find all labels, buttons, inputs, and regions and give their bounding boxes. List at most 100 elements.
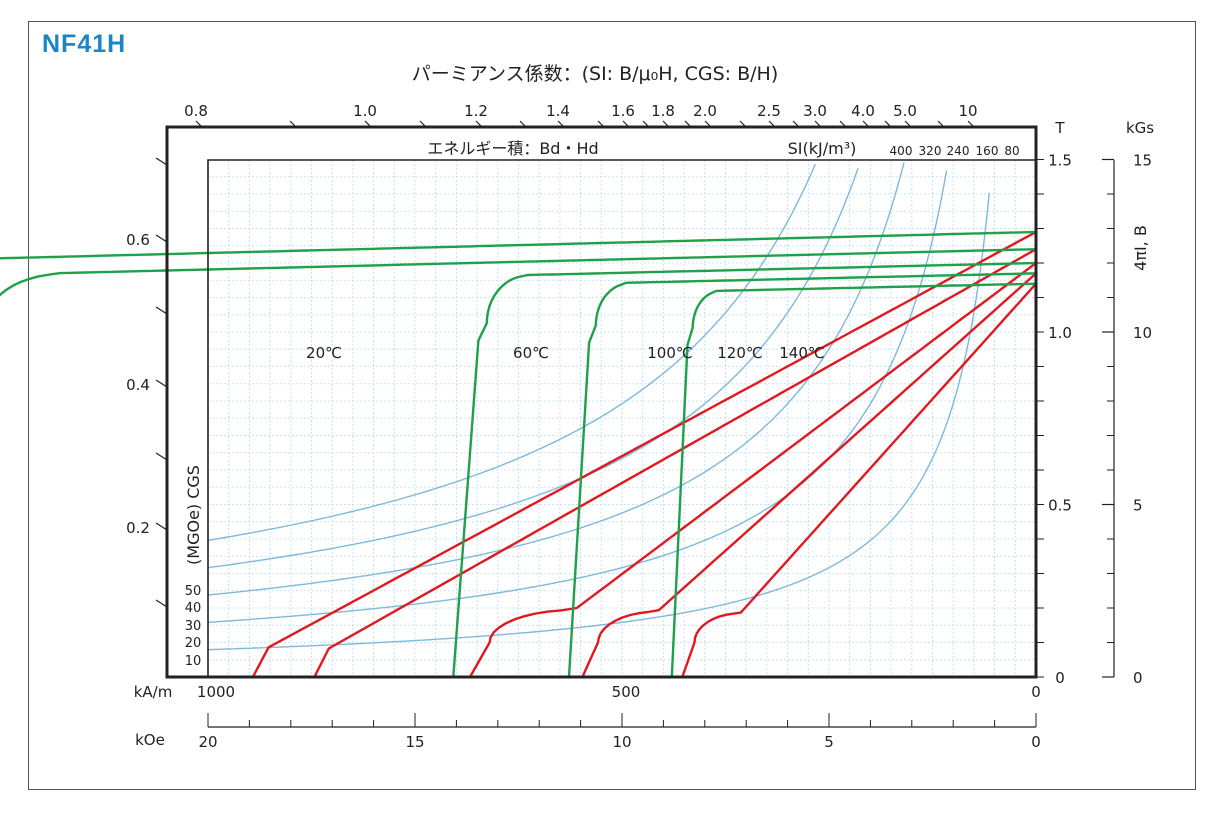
temperature-label-100℃: 100℃ — [647, 344, 692, 362]
permeance-tick-label: 1.4 — [546, 102, 570, 120]
permeance-title: パーミアンス係数：(SI: B/μ₀H, CGS: B/H) — [412, 63, 779, 85]
temperature-label-20℃: 20℃ — [306, 344, 342, 362]
permeance-tick — [622, 120, 630, 128]
energy-si-value-400: 400 — [890, 144, 913, 158]
left-permeance-label: 0.2 — [126, 519, 150, 537]
permeance-minor-tick — [597, 120, 605, 128]
permeance-minor-tick — [937, 120, 945, 128]
koe-tick-label: 15 — [405, 733, 424, 751]
left-permeance-minor-tick — [155, 306, 168, 315]
permeance-tick — [557, 120, 565, 128]
energy-cgs-value-10: 10 — [185, 654, 202, 669]
normal-curve-120℃ — [581, 272, 1037, 678]
kam-unit-label: kA/m — [134, 683, 173, 701]
kgs-tick-label: 15 — [1133, 152, 1152, 170]
left-permeance-minor-tick — [155, 599, 168, 608]
tesla-tick-label: 1.5 — [1048, 152, 1072, 170]
energy-product-label: エネルギー積：Bd・Hd — [427, 139, 598, 158]
energy-curve-40-mgoe — [207, 167, 859, 569]
koe-tick-label: 20 — [198, 733, 217, 751]
energy-cgs-value-20: 20 — [185, 636, 202, 651]
permeance-tick — [704, 120, 712, 128]
permeance-minor-tick — [839, 120, 847, 128]
koe-unit-label: kOe — [135, 731, 165, 749]
permeance-tick-label: 1.0 — [353, 102, 377, 120]
intrinsic-curve-120℃ — [567, 272, 1037, 678]
permeance-minor-tick — [289, 120, 297, 128]
left-permeance-minor-tick — [155, 157, 168, 166]
permeance-tick-label: 4.0 — [851, 102, 875, 120]
kam-tick-label: 0 — [1031, 683, 1041, 701]
energy-curve-10-mgoe — [207, 192, 990, 651]
permeance-tick-label: 3.0 — [803, 102, 827, 120]
left-permeance-tick — [155, 522, 168, 531]
koe-tick-label: 0 — [1031, 733, 1041, 751]
temperature-label-140℃: 140℃ — [779, 344, 824, 362]
permeance-minor-tick — [519, 120, 527, 128]
tesla-tick-label: 0 — [1055, 669, 1065, 687]
energy-curve-50-mgoe — [207, 163, 817, 541]
energy-cgs-value-40: 40 — [185, 601, 202, 616]
energy-cgs-value-50: 50 — [185, 584, 202, 599]
energy-curve-30-mgoe — [207, 162, 905, 596]
permeance-tick-label: 10 — [958, 102, 977, 120]
energy-cgs-value-30: 30 — [185, 619, 202, 634]
energy-si-value-80: 80 — [1004, 144, 1019, 158]
permeance-minor-tick — [684, 120, 692, 128]
intrinsic-curve-60℃ — [0, 248, 1037, 297]
kgs-tick-label: 0 — [1133, 669, 1143, 687]
permeance-minor-tick — [642, 120, 650, 128]
intrinsic-curve-20℃ — [0, 230, 1037, 260]
permeance-tick-label: 1.2 — [464, 102, 488, 120]
chart-title: NF41H — [42, 30, 127, 58]
right-axis-label: 4πI, B — [1131, 225, 1150, 271]
energy-si-value-320: 320 — [919, 144, 942, 158]
kgs-unit-label: kGs — [1126, 119, 1154, 137]
permeance-minor-tick — [884, 120, 892, 128]
intrinsic-curve-140℃ — [670, 282, 1037, 678]
left-permeance-tick — [155, 379, 168, 388]
kam-tick-label: 500 — [612, 683, 641, 701]
temperature-label-60℃: 60℃ — [513, 344, 549, 362]
permeance-tick — [904, 120, 912, 128]
permeance-minor-tick — [792, 120, 800, 128]
left-permeance-tick — [155, 234, 168, 243]
normal-curve-20℃ — [251, 230, 1037, 678]
energy-cgs-unit-label: (MGOe) CGS — [184, 465, 203, 565]
permeance-tick-label: 2.0 — [693, 102, 717, 120]
permeance-tick — [967, 120, 975, 128]
permeance-tick-label: 2.5 — [757, 102, 781, 120]
permeance-tick-label: 1.6 — [611, 102, 635, 120]
tesla-unit-label: T — [1054, 119, 1065, 137]
normal-curve-140℃ — [681, 282, 1037, 678]
permeance-tick — [364, 120, 372, 128]
kgs-tick-label: 10 — [1133, 324, 1152, 342]
permeance-tick-label: 0.8 — [184, 102, 208, 120]
tesla-tick-label: 1.0 — [1048, 324, 1072, 342]
energy-si-unit-label: SI(kJ/m³) — [788, 139, 857, 158]
permeance-tick-label: 5.0 — [893, 102, 917, 120]
normal-curve-100℃ — [468, 262, 1037, 678]
permeance-tick — [475, 120, 483, 128]
kgs-tick-label: 5 — [1133, 497, 1143, 515]
tesla-tick-label: 0.5 — [1048, 497, 1072, 515]
permeance-tick — [662, 120, 670, 128]
permeance-tick — [814, 120, 822, 128]
permeance-tick — [862, 120, 870, 128]
permeance-minor-tick — [739, 120, 747, 128]
permeance-tick-label: 1.8 — [651, 102, 675, 120]
chart-frame — [28, 21, 1196, 790]
normal-curve-60℃ — [313, 248, 1037, 678]
left-permeance-label: 0.4 — [126, 376, 150, 394]
intrinsic-curve-100℃ — [452, 261, 1037, 678]
left-permeance-label: 0.6 — [126, 231, 150, 249]
temperature-label-120℃: 120℃ — [717, 344, 762, 362]
energy-si-value-240: 240 — [947, 144, 970, 158]
koe-tick-label: 5 — [824, 733, 834, 751]
kam-tick-label: 1000 — [197, 683, 235, 701]
permeance-tick — [768, 120, 776, 128]
permeance-minor-tick — [419, 120, 427, 128]
permeance-tick — [195, 120, 203, 128]
inner-plot-frame — [207, 159, 1036, 677]
